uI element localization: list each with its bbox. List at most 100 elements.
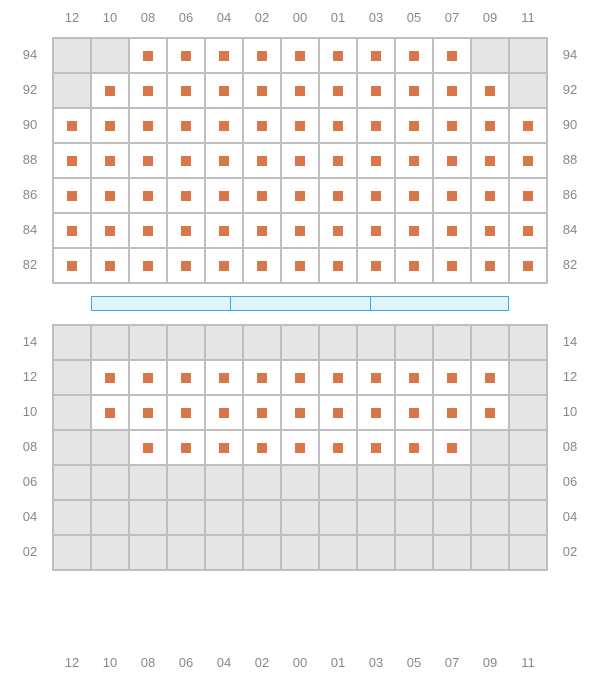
seat[interactable] — [433, 395, 471, 430]
seat[interactable] — [395, 395, 433, 430]
seat[interactable] — [53, 178, 91, 213]
seat[interactable] — [205, 360, 243, 395]
seat[interactable] — [319, 430, 357, 465]
seat[interactable] — [357, 395, 395, 430]
seat[interactable] — [53, 143, 91, 178]
seat[interactable] — [281, 73, 319, 108]
seat[interactable] — [243, 360, 281, 395]
seat[interactable] — [395, 73, 433, 108]
seat[interactable] — [91, 143, 129, 178]
seat[interactable] — [509, 178, 547, 213]
seat[interactable] — [433, 360, 471, 395]
seat[interactable] — [319, 395, 357, 430]
seat[interactable] — [357, 108, 395, 143]
seat[interactable] — [471, 73, 509, 108]
seat[interactable] — [509, 143, 547, 178]
seat[interactable] — [357, 248, 395, 283]
seat[interactable] — [395, 213, 433, 248]
seat[interactable] — [205, 178, 243, 213]
seat[interactable] — [205, 248, 243, 283]
seat[interactable] — [319, 178, 357, 213]
seat[interactable] — [129, 360, 167, 395]
seat[interactable] — [243, 178, 281, 213]
seat[interactable] — [129, 178, 167, 213]
seat[interactable] — [433, 108, 471, 143]
seat[interactable] — [395, 360, 433, 395]
seat[interactable] — [129, 248, 167, 283]
seat[interactable] — [91, 73, 129, 108]
seat[interactable] — [243, 38, 281, 73]
seat[interactable] — [319, 73, 357, 108]
seat[interactable] — [243, 430, 281, 465]
seat[interactable] — [91, 178, 129, 213]
seat[interactable] — [433, 213, 471, 248]
seat[interactable] — [91, 213, 129, 248]
seat[interactable] — [471, 213, 509, 248]
seat[interactable] — [357, 38, 395, 73]
seat[interactable] — [471, 360, 509, 395]
seat[interactable] — [357, 360, 395, 395]
seat[interactable] — [281, 360, 319, 395]
seat[interactable] — [281, 248, 319, 283]
seat[interactable] — [433, 73, 471, 108]
seat[interactable] — [433, 38, 471, 73]
seat[interactable] — [395, 178, 433, 213]
seat[interactable] — [357, 73, 395, 108]
seat[interactable] — [319, 213, 357, 248]
seat[interactable] — [357, 430, 395, 465]
seat[interactable] — [167, 430, 205, 465]
seat[interactable] — [509, 248, 547, 283]
seat[interactable] — [243, 213, 281, 248]
seat[interactable] — [395, 430, 433, 465]
seat[interactable] — [53, 248, 91, 283]
seat[interactable] — [433, 248, 471, 283]
seat[interactable] — [53, 213, 91, 248]
seat[interactable] — [433, 430, 471, 465]
seat[interactable] — [243, 73, 281, 108]
seat[interactable] — [395, 248, 433, 283]
seat[interactable] — [91, 395, 129, 430]
seat[interactable] — [281, 430, 319, 465]
seat[interactable] — [205, 73, 243, 108]
seat[interactable] — [167, 73, 205, 108]
seat[interactable] — [357, 143, 395, 178]
seat[interactable] — [167, 143, 205, 178]
seat[interactable] — [319, 108, 357, 143]
seat[interactable] — [433, 143, 471, 178]
seat[interactable] — [129, 73, 167, 108]
seat[interactable] — [471, 395, 509, 430]
seat[interactable] — [243, 108, 281, 143]
seat[interactable] — [243, 248, 281, 283]
seat[interactable] — [167, 108, 205, 143]
seat[interactable] — [205, 430, 243, 465]
seat[interactable] — [205, 213, 243, 248]
seat[interactable] — [167, 248, 205, 283]
seat[interactable] — [471, 248, 509, 283]
seat[interactable] — [91, 108, 129, 143]
seat[interactable] — [205, 38, 243, 73]
seat[interactable] — [243, 395, 281, 430]
seat[interactable] — [395, 143, 433, 178]
seat[interactable] — [167, 38, 205, 73]
seat[interactable] — [357, 213, 395, 248]
seat[interactable] — [167, 178, 205, 213]
seat[interactable] — [167, 213, 205, 248]
seat[interactable] — [167, 360, 205, 395]
seat[interactable] — [319, 360, 357, 395]
seat[interactable] — [281, 38, 319, 73]
seat[interactable] — [281, 213, 319, 248]
seat[interactable] — [471, 143, 509, 178]
seat[interactable] — [129, 108, 167, 143]
seat[interactable] — [205, 108, 243, 143]
seat[interactable] — [471, 178, 509, 213]
seat[interactable] — [91, 248, 129, 283]
seat[interactable] — [319, 38, 357, 73]
seat[interactable] — [91, 360, 129, 395]
seat[interactable] — [53, 108, 91, 143]
seat[interactable] — [509, 108, 547, 143]
seat[interactable] — [243, 143, 281, 178]
seat[interactable] — [395, 38, 433, 73]
seat[interactable] — [319, 248, 357, 283]
seat[interactable] — [357, 178, 395, 213]
seat[interactable] — [281, 143, 319, 178]
